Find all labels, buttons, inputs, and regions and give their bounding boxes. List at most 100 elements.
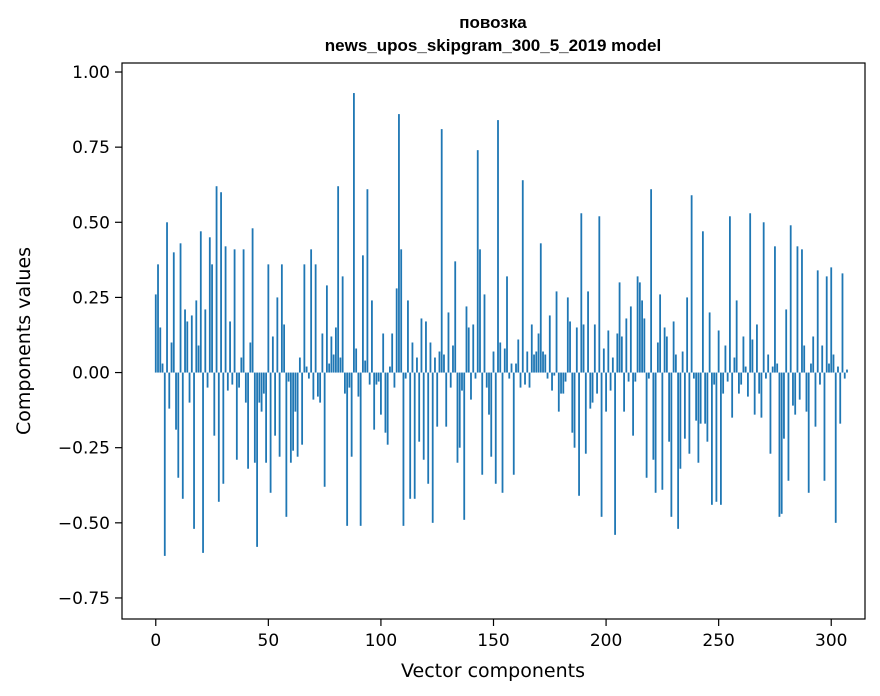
bar — [181, 372, 184, 499]
bar — [467, 327, 470, 373]
bar — [758, 372, 761, 394]
bar — [476, 150, 479, 373]
bar — [474, 372, 477, 379]
bar — [569, 321, 571, 373]
bar — [163, 372, 166, 556]
x-axis-label: Vector components — [401, 660, 585, 682]
bar — [357, 372, 360, 397]
bar — [560, 372, 562, 394]
bar — [204, 309, 207, 373]
bar — [796, 246, 799, 373]
bar — [190, 315, 193, 373]
bar — [699, 372, 702, 424]
bar — [404, 372, 407, 379]
bar — [638, 282, 641, 373]
bar — [647, 372, 650, 379]
bar — [217, 372, 220, 502]
bar — [697, 372, 700, 463]
bar — [422, 372, 425, 460]
bar — [780, 372, 783, 514]
bar — [233, 249, 236, 373]
bar — [686, 297, 689, 373]
bar — [492, 351, 495, 373]
bar — [330, 336, 333, 373]
bar — [292, 372, 295, 451]
bar — [265, 372, 267, 463]
bar — [598, 216, 601, 373]
bar — [625, 318, 628, 373]
bar — [395, 288, 398, 373]
x-tick-label: 250 — [702, 631, 734, 651]
bar — [553, 372, 556, 376]
bar — [364, 360, 367, 373]
bar — [197, 345, 200, 373]
bar — [589, 372, 592, 409]
bar — [202, 372, 204, 553]
bar — [837, 366, 839, 373]
bar — [353, 93, 355, 373]
bar — [771, 366, 774, 373]
bar — [778, 372, 781, 517]
bar — [823, 372, 826, 481]
bar — [706, 372, 709, 442]
bar — [407, 300, 409, 373]
bar — [760, 372, 763, 418]
bar — [346, 372, 349, 526]
bar — [231, 372, 234, 385]
bar — [506, 276, 508, 373]
bar — [825, 276, 828, 373]
bar — [620, 336, 623, 373]
bar — [632, 372, 634, 436]
bar — [488, 372, 490, 415]
bar — [704, 372, 707, 424]
bar — [434, 357, 436, 373]
bar — [587, 291, 589, 373]
bar — [436, 372, 439, 427]
y-tick-label: 0.25 — [72, 288, 110, 308]
bar — [380, 372, 382, 415]
bar — [805, 372, 808, 412]
bar — [235, 372, 238, 460]
bar — [609, 372, 612, 391]
bar — [393, 372, 396, 388]
bar — [211, 264, 213, 373]
bar — [186, 321, 189, 373]
bar — [767, 354, 770, 373]
bar — [244, 372, 247, 403]
bar — [494, 372, 497, 484]
bar — [334, 327, 337, 373]
bar — [524, 372, 526, 385]
bar — [539, 243, 542, 373]
y-axis: −0.75 −0.50 −0.25 0.00 0.25 0.50 0.75 1.00 — [58, 63, 122, 609]
bar — [571, 372, 574, 433]
bar — [157, 264, 159, 373]
bar — [841, 273, 844, 373]
bar — [616, 333, 619, 373]
bar — [526, 351, 529, 373]
bar — [747, 372, 749, 397]
bar — [584, 372, 587, 454]
bar — [337, 186, 340, 373]
bar — [535, 351, 538, 373]
bar — [618, 282, 621, 373]
bar — [548, 315, 551, 373]
bar — [177, 372, 180, 478]
bar — [366, 189, 369, 373]
bar — [510, 363, 513, 373]
bar — [447, 312, 450, 373]
bar — [641, 300, 643, 373]
bar — [614, 372, 616, 535]
bar — [600, 372, 603, 517]
bar — [449, 372, 452, 388]
y-tick-label: 0.75 — [72, 138, 110, 158]
bar — [652, 372, 655, 460]
bar — [355, 348, 358, 373]
bar — [247, 372, 249, 469]
bar — [645, 372, 648, 478]
bar — [458, 372, 461, 448]
bar — [229, 321, 231, 373]
bar — [382, 333, 385, 373]
bar — [566, 297, 569, 373]
bar — [307, 372, 310, 379]
bar — [810, 363, 812, 373]
